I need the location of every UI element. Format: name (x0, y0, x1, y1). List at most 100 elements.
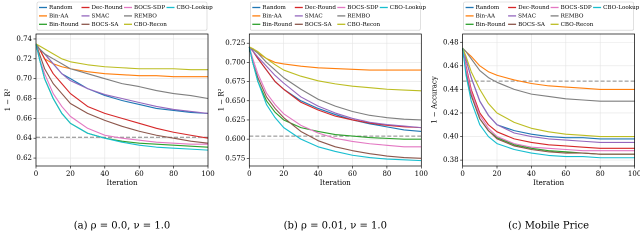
y-tick-label: 0.44 (443, 85, 459, 93)
legend-box (250, 1, 421, 31)
x-tick-label: 60 (348, 170, 357, 178)
plot-frame (35, 33, 209, 167)
legend-label: Dec-Round (518, 5, 550, 11)
y-tick-label: 0.70 (16, 75, 32, 83)
legend-label: Bin-Round (476, 22, 506, 28)
y-axis-label: 1 − R² (4, 88, 12, 111)
legend-label: Bin-AA (49, 13, 69, 19)
legend-label: CBO-Lookup (177, 5, 214, 11)
x-tick-label: 0 (34, 170, 38, 178)
y-tick-label: 0.64 (16, 134, 32, 142)
legend-box (463, 1, 634, 31)
series-line (462, 48, 635, 159)
legend-label: Bin-AA (476, 13, 496, 19)
x-axis-label: Iteration (320, 179, 352, 187)
legend-label: REMBO (347, 13, 370, 19)
y-tick-label: 0.625 (225, 116, 245, 124)
caption: (c) Mobile Price (508, 221, 589, 232)
series-line (248, 46, 422, 162)
panel: 0.62 0.64 0.66 0.68 0.70 0.72 0.74 0 20 40 60 80 100… (4, 1, 215, 232)
y-tick-label: 0.62 (16, 154, 32, 162)
series-line (248, 46, 422, 121)
y-tick-label: 0.675 (225, 78, 245, 86)
legend-box (36, 1, 208, 31)
panel: 0.575 0.600 0.625 0.650 0.675 0.700 0.725 0 20 40… (217, 1, 428, 232)
legend-label: REMBO (561, 13, 584, 19)
legend-label: BOCS-SDP (134, 5, 165, 11)
series-line (248, 46, 422, 159)
plot-area (462, 34, 635, 166)
x-tick-label: 60 (135, 170, 144, 178)
x-tick-label: 20 (66, 170, 75, 178)
x-tick-label: 20 (493, 170, 502, 178)
series-line (248, 46, 422, 129)
x-axis-label: Iteration (106, 179, 138, 187)
series-line (249, 46, 422, 92)
legend-label: CBO-Recon (347, 22, 380, 28)
series-line (35, 43, 208, 71)
y-axis-label: 1 − Accuracy (431, 76, 439, 124)
x-tick-label: 60 (561, 170, 570, 178)
series-line (462, 47, 635, 138)
y-tick-label: 0.725 (225, 39, 245, 47)
series-line (462, 48, 635, 155)
legend-label: SMAC (92, 13, 110, 19)
x-tick-label: 40 (314, 170, 323, 178)
legend-label: SMAC (518, 13, 536, 19)
legend-label: SMAC (305, 13, 323, 19)
series-line (35, 43, 209, 144)
legend-label: Random (49, 5, 73, 11)
legend-label: CBO-Lookup (390, 5, 427, 11)
x-tick-label: 100 (415, 170, 428, 178)
legend-label: Bin-Round (49, 22, 79, 28)
y-tick-label: 0.48 (443, 38, 459, 46)
y-tick-label: 0.650 (225, 97, 245, 105)
legend-label: Bin-Round (262, 22, 292, 28)
y-axis-label: 1 − R² (217, 88, 225, 111)
series-line (35, 43, 209, 151)
x-tick-label: 80 (596, 170, 605, 178)
series-line (35, 43, 208, 78)
figure: 0.62 0.64 0.66 0.68 0.70 0.72 0.74 0 20 40 60 80 100… (4, 1, 640, 232)
x-axis-label: Iteration (533, 179, 565, 187)
x-tick-label: 100 (628, 170, 640, 178)
legend-label: REMBO (134, 13, 157, 19)
x-tick-label: 20 (279, 170, 288, 178)
y-tick-label: 0.40 (443, 133, 459, 141)
legend-label: Dec-Round (305, 5, 337, 11)
x-tick-label: 80 (382, 170, 391, 178)
legend-label: CBO-Lookup (603, 5, 640, 11)
x-tick-label: 40 (527, 170, 536, 178)
series-line (248, 46, 422, 148)
series-line (462, 47, 635, 102)
y-tick-label: 0.575 (225, 154, 245, 162)
series-line (462, 47, 635, 90)
series-line (35, 43, 209, 139)
legend-label: Random (476, 5, 500, 11)
y-tick-label: 0.74 (16, 35, 32, 43)
x-tick-label: 40 (100, 170, 109, 178)
plot-frame (462, 33, 635, 167)
series-line (35, 43, 209, 114)
x-tick-label: 80 (169, 170, 178, 178)
legend-label: BOCS-SA (305, 22, 333, 28)
caption: (b) ρ = 0.01, ν = 1.0 (284, 221, 387, 232)
caption: (a) ρ = 0.0, ν = 1.0 (74, 221, 171, 232)
legend-label: CBO-Recon (561, 22, 594, 28)
panel: 0.38 0.40 0.42 0.44 0.46 0.48 0 20 40 60 80 100 Iter… (431, 1, 640, 232)
y-tick-label: 0.600 (225, 135, 245, 143)
y-tick-label: 0.46 (443, 62, 459, 70)
legend-label: Dec-Round (92, 5, 124, 11)
x-tick-label: 0 (460, 170, 464, 178)
series-line (35, 43, 208, 145)
legend-label: Bin-AA (262, 13, 282, 19)
legend-label: BOCS-SDP (347, 5, 378, 11)
legend-label: Random (262, 5, 286, 11)
y-tick-label: 0.66 (16, 114, 32, 122)
legend-label: BOCS-SA (92, 22, 120, 28)
legend-label: BOCS-SDP (561, 5, 592, 11)
plot-frame (248, 33, 422, 167)
legend-label: CBO-Recon (134, 22, 167, 28)
series-line (462, 48, 635, 152)
series-line (248, 46, 422, 129)
